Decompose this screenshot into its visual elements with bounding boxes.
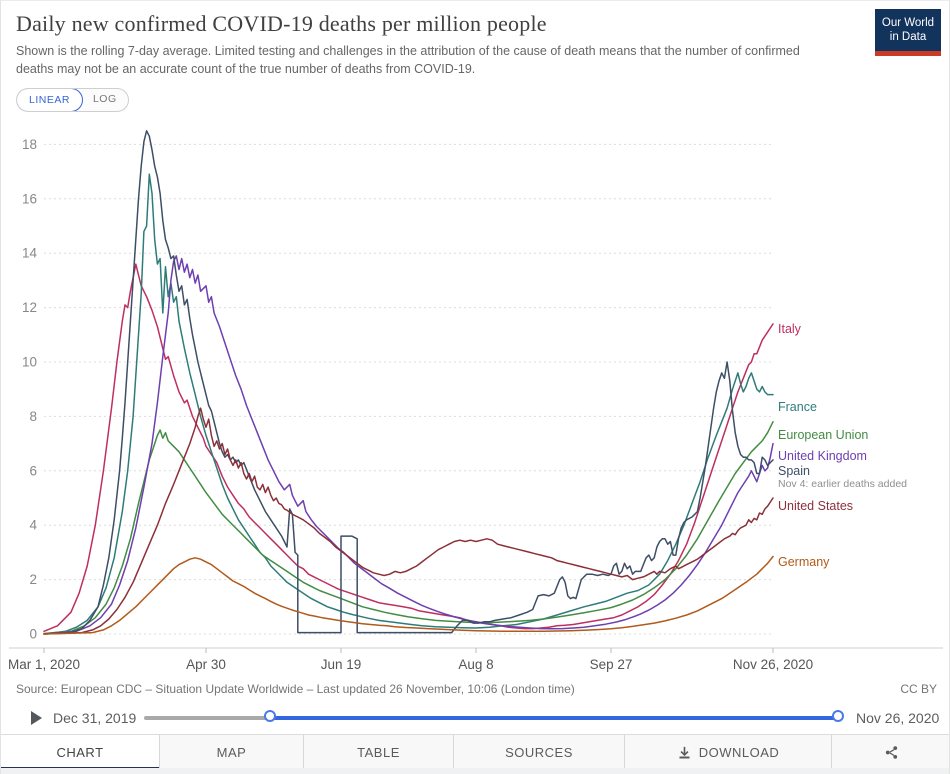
owid-logo[interactable]: Our World in Data [875,9,941,56]
tab-download-label: DOWNLOAD [698,744,780,760]
line-chart-canvas[interactable]: 0 2 4 6 8 10 12 14 16 18 Mar 1, 2020 Apr 30 Jun 19 Au… [1,111,950,673]
scale-option-log[interactable]: LOG [92,93,117,105]
y-tick-label-8: 8 [29,409,37,424]
tab-bar: CHART MAP TABLE SOURCES DOWNLOAD [1,734,949,770]
y-tick-label-18: 18 [22,137,37,152]
x-tick-label-4: Sep 27 [590,657,633,672]
chart-footer: Source: European CDC – Situation Update … [16,682,937,696]
series-label-france[interactable]: France [778,400,817,414]
y-tick-label-0: 0 [29,627,37,642]
source-note[interactable]: Source: European CDC – Situation Update … [16,682,575,696]
bottom-strip [1,768,949,774]
tab-map-label: MAP [216,744,247,760]
series-line-united-states[interactable] [43,407,774,635]
tab-sources-label: SOURCES [505,744,573,760]
y-tick-label-12: 12 [22,300,37,315]
license-badge[interactable]: CC BY [900,682,937,696]
tab-table[interactable]: TABLE [304,735,454,769]
timeline-track-active[interactable] [271,716,839,720]
series-label-germany[interactable]: Germany [778,555,830,569]
timeline-start-handle[interactable] [264,710,276,722]
chart-subtitle: Shown is the rolling 7-day average. Limi… [16,44,800,77]
timeline-end-date[interactable]: Nov 26, 2020 [856,710,940,726]
x-tick-label-5: Nov 26, 2020 [733,657,813,672]
series-label-united-kingdom[interactable]: United Kingdom [778,449,867,463]
tab-map[interactable]: MAP [160,735,304,769]
x-tick-label-2: Jun 19 [321,657,362,672]
owid-logo-bar [875,50,941,56]
series-line-italy[interactable] [43,263,774,633]
series-label-italy[interactable]: Italy [778,322,802,336]
owid-logo-line2: in Data [889,31,927,44]
timeline-start-date[interactable]: Dec 31, 2019 [53,710,137,726]
tab-share[interactable] [832,735,949,769]
tab-sources[interactable]: SOURCES [454,735,625,769]
x-tick-label-0: Mar 1, 2020 [8,657,80,672]
y-tick-label-2: 2 [29,572,37,587]
series-annotation-spain: Nov 4: earlier deaths added [778,478,907,490]
series-label-united-states[interactable]: United States [778,499,853,513]
timeline-track-inactive[interactable] [144,716,271,720]
scale-toggle: LINEAR LOG [16,88,129,112]
series-label-european-union[interactable]: European Union [778,428,868,442]
y-tick-label-10: 10 [22,355,37,370]
series-line-germany[interactable] [43,555,774,635]
scale-option-linear[interactable]: LINEAR [16,89,83,111]
play-icon[interactable] [31,711,42,725]
share-icon [884,745,899,760]
series-line-united-kingdom[interactable] [43,255,774,635]
x-tick-label-1: Apr 30 [186,657,226,672]
series-line-france[interactable] [43,173,774,635]
owid-logo-line1: Our World [881,17,935,29]
tab-download[interactable]: DOWNLOAD [625,735,832,769]
timeline-end-handle[interactable] [832,710,844,722]
tab-chart-label: CHART [56,744,104,760]
y-tick-label-14: 14 [22,246,38,261]
tab-table-label: TABLE [357,744,400,760]
page-title[interactable]: Daily new confirmed COVID-19 deaths per … [16,11,547,36]
y-tick-label-6: 6 [29,463,37,478]
x-tick-label-3: Aug 8 [458,657,493,672]
y-tick-label-4: 4 [29,518,37,533]
y-tick-label-16: 16 [22,191,37,206]
chart-header: Daily new confirmed COVID-19 deaths per … [16,11,876,78]
download-icon [677,745,692,760]
series-label-spain[interactable]: Spain [778,464,810,478]
tab-chart[interactable]: CHART [1,735,160,770]
timeline-control: Dec 31, 2019 Nov 26, 2020 [1,703,949,733]
series-line-spain[interactable] [43,130,774,635]
